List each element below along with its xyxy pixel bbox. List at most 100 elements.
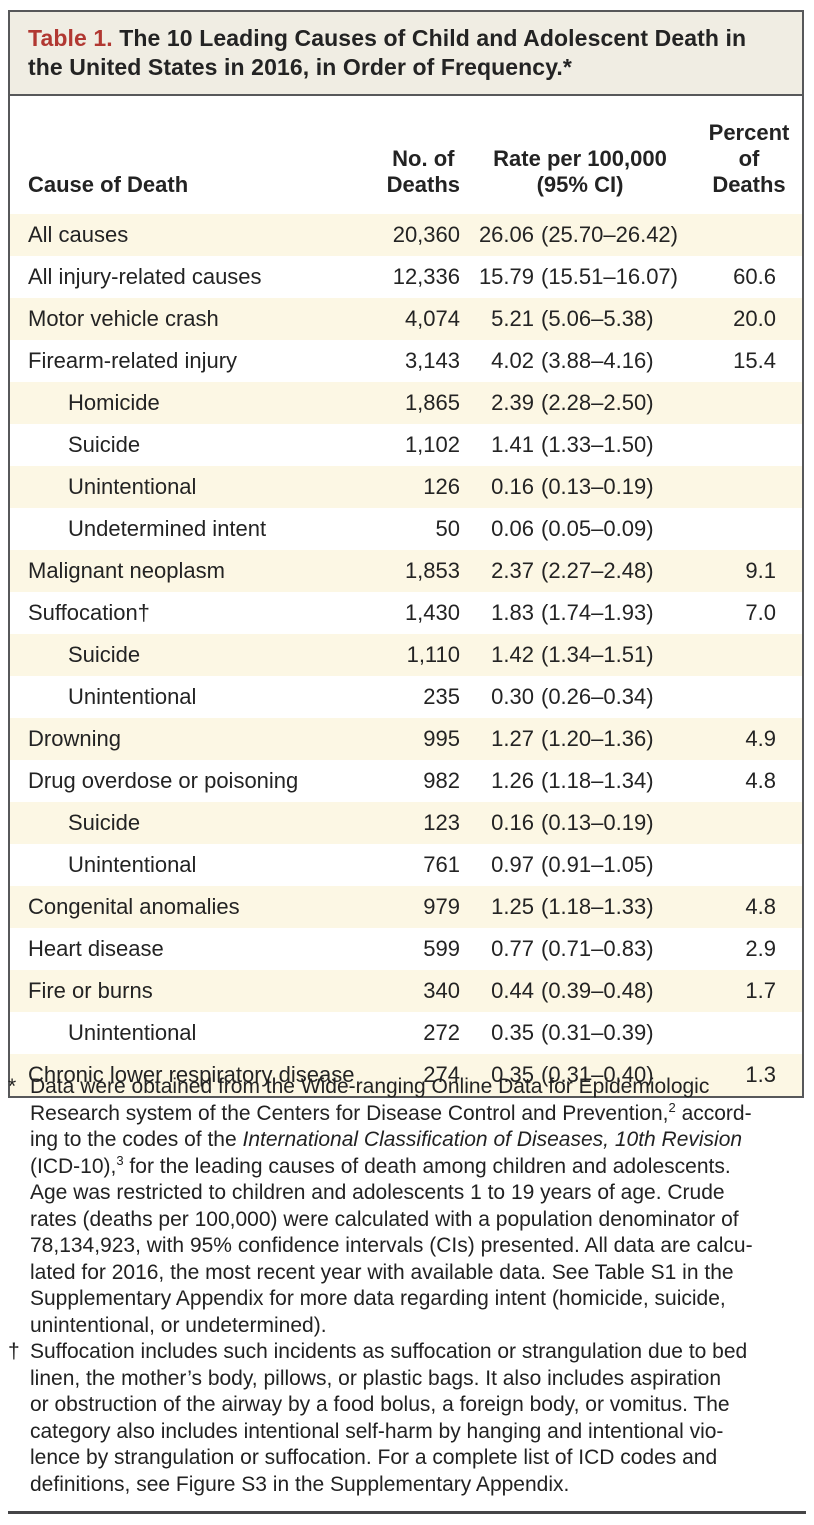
percent-cell: 4.9 [745,726,776,751]
rate-value: 0.97 [491,852,534,877]
rate-ci: (1.20–1.36) [541,726,654,751]
footnote-text: Data were obtained from the Wide-ranging… [30,1075,753,1337]
rate-ci: (1.74–1.93) [541,600,654,625]
footnote-marker: * [8,1075,17,1098]
rate-cell: 0.35 (0.31–0.40) [460,1054,700,1096]
percent-cell: 9.1 [745,558,776,583]
rate-cell: 0.97 (0.91–1.05) [460,844,700,886]
rate-ci: (1.18–1.34) [541,768,654,793]
deaths-cell: 979 [423,894,460,919]
rate-ci: (0.05–0.09) [541,516,654,541]
percent-cell [700,382,802,424]
rate-value: 0.35 [491,1062,534,1087]
rate-value: 1.42 [491,642,534,667]
rate-ci: (0.31–0.40) [541,1062,654,1087]
percent-cell [700,1012,802,1054]
rate-ci: (0.26–0.34) [541,684,654,709]
deaths-cell: 274 [423,1062,460,1087]
rate-cell: 15.79 (15.51–16.07) [460,256,700,298]
cause-cell: All causes [28,222,129,247]
cause-cell: Suicide [68,810,141,835]
table-number-label: Table 1. [28,25,113,51]
rate-cell: 26.06 (25.70–26.42) [460,214,700,256]
rate-ci: (25.70–26.42) [541,222,678,247]
rate-value: 0.16 [491,810,534,835]
rate-value: 0.44 [491,978,534,1003]
rate-value: 1.41 [491,432,534,457]
percent-cell: 4.8 [745,768,776,793]
table-row: Unintentional 272 0.35 (0.31–0.39) [10,1012,802,1054]
rate-cell: 1.41 (1.33–1.50) [460,424,700,466]
deaths-cell: 123 [423,810,460,835]
column-header-percent-line2: of Deaths [712,146,786,197]
table-row: Unintentional 235 0.30 (0.26–0.34) [10,676,802,718]
rate-cell: 0.16 (0.13–0.19) [460,802,700,844]
deaths-cell: 599 [423,936,460,961]
percent-cell [700,634,802,676]
deaths-cell: 4,074 [404,306,460,331]
table-row: Chronic lower respiratory disease 274 0.35… [10,1054,802,1096]
rate-value: 1.25 [491,894,534,919]
rate-value: 4.02 [491,348,534,373]
table-row: Congenital anomalies 979 1.25 (1.18–1.33) 4.… [10,886,802,928]
rate-ci: (5.06–5.38) [541,306,654,331]
percent-cell [700,214,802,256]
footnotes: * Data were obtained from the Wide-rangin… [8,1074,808,1498]
table-row: All injury-related causes 12,336 15.79 (15.… [10,256,802,298]
percent-cell [700,844,802,886]
rate-cell: 0.30 (0.26–0.34) [460,676,700,718]
rate-ci: (0.13–0.19) [541,474,654,499]
percent-cell: 1.7 [745,978,776,1003]
table-row: Fire or burns 340 0.44 (0.39–0.48) 1.7 [10,970,802,1012]
rate-ci: (1.18–1.33) [541,894,654,919]
rate-cell: 0.77 (0.71–0.83) [460,928,700,970]
cause-cell: Suicide [68,432,141,457]
rate-value: 15.79 [478,264,534,289]
rate-cell: 0.16 (0.13–0.19) [460,466,700,508]
cause-cell: Unintentional [68,474,197,499]
rate-ci: (1.33–1.50) [541,432,654,457]
footnote-text: Suffocation includes such incidents as s… [30,1340,748,1496]
rate-cell: 1.83 (1.74–1.93) [460,592,700,634]
cause-cell: Unintentional [68,852,197,877]
rate-value: 0.16 [491,474,534,499]
deaths-cell: 1,853 [404,558,460,583]
table-row: Suicide 1,102 1.41 (1.33–1.50) [10,424,802,466]
table-row: Suffocation† 1,430 1.83 (1.74–1.93) 7.0 [10,592,802,634]
deaths-cell: 126 [423,474,460,499]
cause-cell: Chronic lower respiratory disease [28,1062,355,1087]
table-row: Drug overdose or poisoning 982 1.26 (1.18–1… [10,760,802,802]
cause-cell: Congenital anomalies [28,894,240,919]
deaths-cell: 50 [435,516,460,541]
rate-ci: (0.13–0.19) [541,810,654,835]
cause-cell: Unintentional [68,684,197,709]
rate-ci: (3.88–4.16) [541,348,654,373]
table-figure: Table 1. The 10 Leading Causes of Child … [8,10,804,1098]
table-row: Unintentional 761 0.97 (0.91–1.05) [10,844,802,886]
table-row: All causes 20,360 26.06 (25.70–26.42) [10,214,802,256]
cause-cell: Heart disease [28,936,164,961]
rate-cell: 1.27 (1.20–1.36) [460,718,700,760]
column-header-cause: Cause of Death [28,172,189,197]
percent-cell: 2.9 [745,936,776,961]
rate-cell: 2.37 (2.27–2.48) [460,550,700,592]
footnote: * Data were obtained from the Wide-rangin… [8,1074,808,1339]
rate-ci: (0.71–0.83) [541,936,654,961]
column-header-rate: Rate per 100,000 (95% CI) [460,96,700,214]
rate-value: 5.21 [491,306,534,331]
percent-cell: 15.4 [733,348,776,373]
rate-value: 26.06 [478,222,534,247]
table-row: Firearm-related injury 3,143 4.02 (3.88–4.1… [10,340,802,382]
deaths-cell: 1,110 [406,642,460,667]
table-row: Motor vehicle crash 4,074 5.21 (5.06–5.38) 2… [10,298,802,340]
rate-value: 1.27 [491,726,534,751]
rate-value: 2.37 [491,558,534,583]
percent-cell [700,802,802,844]
deaths-cell: 995 [423,726,460,751]
cause-cell: All injury-related causes [28,264,262,289]
cause-cell: Firearm-related injury [28,348,238,373]
cause-cell: Fire or burns [28,978,153,1003]
rate-value: 0.77 [491,936,534,961]
table-row: Suicide 1,110 1.42 (1.34–1.51) [10,634,802,676]
